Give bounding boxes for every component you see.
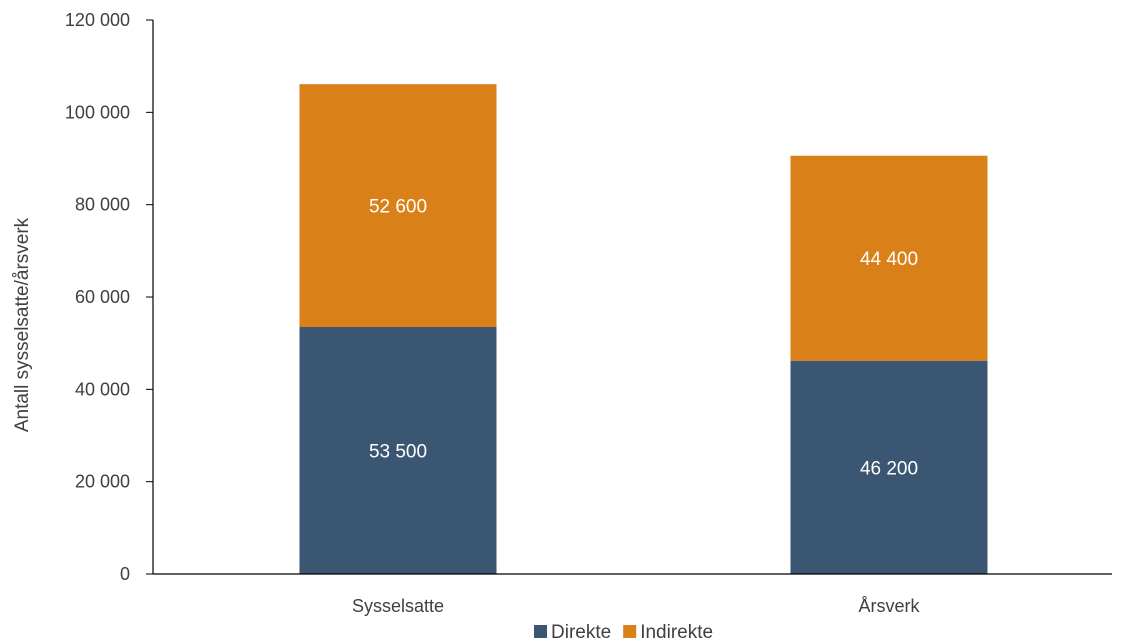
bar-indirekte-1 <box>299 84 497 328</box>
bar-direkte-2 <box>790 360 988 574</box>
x-category-label: Årsverk <box>858 596 920 616</box>
y-tick-label: 120 000 <box>65 10 130 30</box>
y-tick-label: 60 000 <box>75 287 130 307</box>
data-label: 44 400 <box>860 249 918 270</box>
bars-layer: 53 500 52 600 46 200 44 400 <box>299 84 988 574</box>
legend-item-direkte: Direkte <box>534 622 611 643</box>
data-label: 52 600 <box>369 197 427 218</box>
y-tick-label: 80 000 <box>75 195 130 215</box>
x-category-label: Sysselsatte <box>352 596 444 616</box>
data-label: 53 500 <box>369 442 427 463</box>
legend-label: Direkte <box>551 622 611 643</box>
legend-swatch <box>623 625 637 638</box>
legend: Direkte Indirekte <box>534 622 713 643</box>
y-axis-label: Antall sysselsatte/årsverk <box>12 217 33 432</box>
y-tick-label: 100 000 <box>65 102 130 122</box>
legend-label: Indirekte <box>640 622 713 643</box>
bar-indirekte-2 <box>790 155 988 361</box>
y-tick-label: 40 000 <box>75 379 130 399</box>
y-tick-label: 20 000 <box>75 472 130 492</box>
axes-layer: 0 20 000 40 000 60 000 80 000 100 000 120 000 S… <box>65 10 1112 616</box>
bar-direkte-1 <box>299 327 497 574</box>
legend-swatch <box>534 625 547 638</box>
data-label: 46 200 <box>860 458 918 479</box>
legend-item-indirekte: Indirekte <box>623 622 713 643</box>
y-tick-label: 0 <box>120 564 130 584</box>
